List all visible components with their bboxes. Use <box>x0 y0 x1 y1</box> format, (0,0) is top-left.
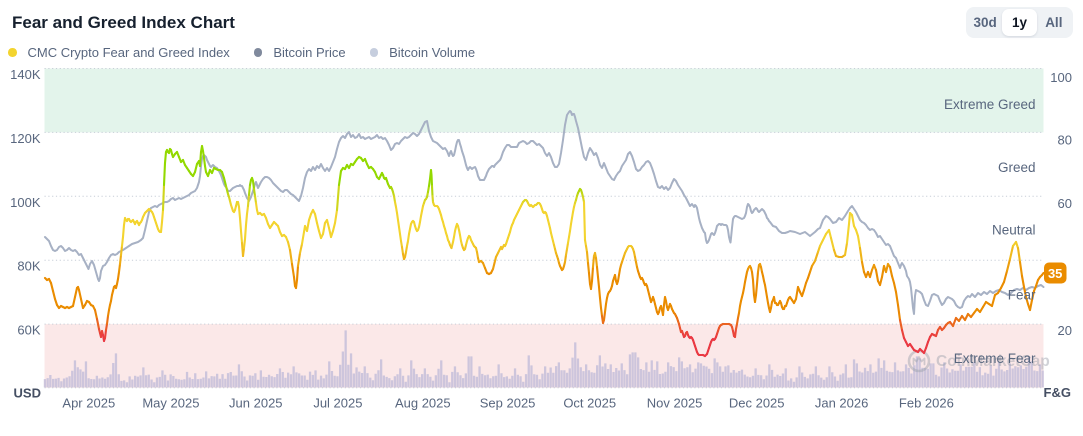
svg-text:120K: 120K <box>10 131 41 146</box>
svg-text:140K: 140K <box>10 67 41 82</box>
svg-text:Greed: Greed <box>998 160 1036 175</box>
svg-text:Dec 2025: Dec 2025 <box>729 396 785 411</box>
svg-text:Aug 2025: Aug 2025 <box>395 396 451 411</box>
svg-text:60: 60 <box>1058 196 1072 211</box>
svg-text:Jan 2026: Jan 2026 <box>815 396 869 411</box>
svg-text:80: 80 <box>1058 133 1072 148</box>
svg-text:Fear: Fear <box>1008 288 1036 303</box>
svg-text:60K: 60K <box>17 323 40 338</box>
svg-text:Feb 2026: Feb 2026 <box>899 396 954 411</box>
svg-text:100K: 100K <box>10 195 41 210</box>
svg-text:USD: USD <box>14 386 41 401</box>
svg-text:35: 35 <box>1048 266 1062 281</box>
svg-text:Apr 2025: Apr 2025 <box>62 396 115 411</box>
svg-text:F&G: F&G <box>1044 385 1071 400</box>
svg-text:20: 20 <box>1058 323 1072 338</box>
svg-text:Extreme Greed: Extreme Greed <box>944 97 1036 112</box>
svg-text:80K: 80K <box>17 259 40 274</box>
svg-text:Sep 2025: Sep 2025 <box>480 396 536 411</box>
svg-text:Jun 2025: Jun 2025 <box>229 396 283 411</box>
svg-text:Neutral: Neutral <box>992 223 1036 238</box>
svg-text:Nov 2025: Nov 2025 <box>647 396 703 411</box>
svg-text:May 2025: May 2025 <box>142 396 199 411</box>
svg-text:CoinMarketCap: CoinMarketCap <box>936 353 1050 370</box>
svg-text:Jul 2025: Jul 2025 <box>313 396 362 411</box>
svg-text:Oct 2025: Oct 2025 <box>563 396 616 411</box>
svg-text:100: 100 <box>1050 70 1072 85</box>
svg-text:Extreme Fear: Extreme Fear <box>954 351 1036 366</box>
